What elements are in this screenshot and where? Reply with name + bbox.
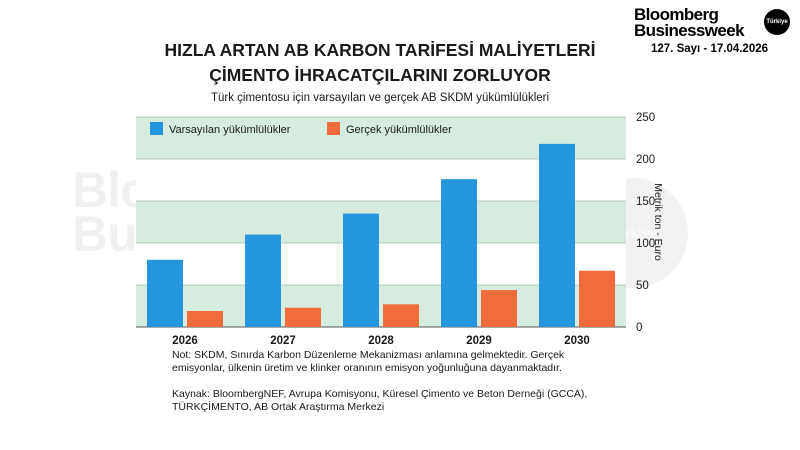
x-tick-label: 2027	[270, 335, 296, 347]
y-tick-label: 0	[636, 322, 642, 334]
chart-title-line-2: ÇİMENTO İHRACATÇILARINI ZORLUYOR	[209, 65, 551, 85]
legend-label: Gerçek yükümlülükler	[346, 124, 452, 136]
legend-swatch	[150, 122, 163, 135]
y-tick-label: 200	[636, 154, 655, 166]
legend-swatch	[327, 122, 340, 135]
x-tick-label: 2029	[466, 335, 492, 347]
brand-logo: Bloomberg Businessweek Türkiye	[634, 4, 796, 40]
bar-actual	[187, 311, 223, 327]
y-tick-label: 250	[636, 112, 655, 124]
issue-info: 127. Sayı - 17.04.2026	[651, 43, 769, 55]
x-tick-label: 2030	[564, 335, 590, 347]
bar-default	[539, 143, 575, 327]
chart-source: Kaynak: BloombergNEF, Avrupa Komisyonu, …	[172, 388, 588, 413]
x-tick-label: 2028	[368, 335, 394, 347]
bar-actual	[481, 290, 517, 327]
chart-bars	[147, 143, 615, 327]
bar-default	[343, 213, 379, 327]
x-tick-label: 2026	[172, 335, 198, 347]
chart-note: Not: SKDM, Sınırda Karbon Düzenleme Meka…	[172, 349, 565, 374]
bar-default	[147, 259, 183, 327]
chart-title-line-1: HIZLA ARTAN AB KARBON TARİFESİ MALİYETLE…	[164, 40, 596, 60]
chart-subtitle: Türk çimentosu için varsayılan ve gerçek…	[210, 92, 550, 104]
brand-name-line-1: Bloomberg	[634, 5, 719, 24]
legend-label: Varsayılan yükümlülükler	[169, 124, 291, 136]
brand-badge: Türkiye	[764, 9, 790, 35]
y-axis-ticks: 0 50 100 150 200 250	[636, 112, 655, 334]
brand-name-line-2: Businessweek	[634, 21, 745, 40]
bar-actual	[383, 304, 419, 327]
x-axis-ticks: 2026 2027 2028 2029 2030	[172, 335, 590, 347]
y-axis-label: Metrik ton - Euro	[652, 183, 664, 261]
chart-legend: Varsayılan yükümlülükler Gerçek yükümlülü…	[150, 122, 452, 136]
bar-actual	[579, 270, 615, 327]
y-tick-label: 150	[636, 196, 655, 208]
bar-actual	[285, 307, 321, 327]
bar-default	[441, 179, 477, 327]
bar-default	[245, 234, 281, 327]
y-tick-label: 50	[636, 280, 649, 292]
y-tick-label: 100	[636, 238, 655, 250]
